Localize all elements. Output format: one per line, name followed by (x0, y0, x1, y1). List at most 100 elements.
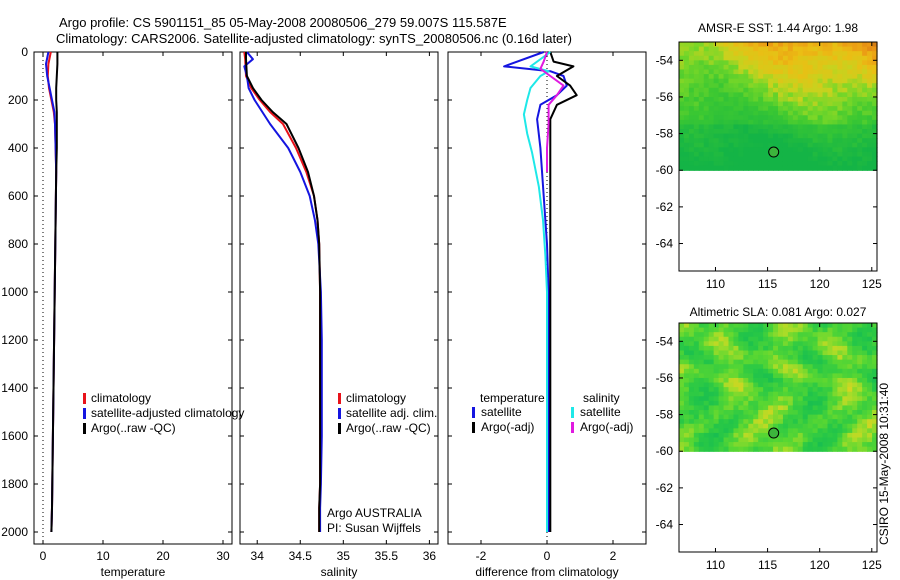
sst-map-cell (792, 55, 799, 61)
sst-map-cell (832, 101, 838, 107)
sst-map-cell (802, 78, 809, 84)
sst-map-cell (817, 142, 824, 148)
sst-map-cell (862, 46, 868, 52)
sst-map-cell (862, 69, 868, 75)
sst-map-cell (758, 161, 764, 167)
sst-map-cell (738, 106, 744, 112)
sla-map-cell (679, 359, 685, 365)
sla-map-cell (807, 437, 814, 443)
sst-map-cell (872, 46, 878, 52)
sst-map-cell (867, 78, 873, 84)
sst-map-cell (872, 129, 878, 135)
sst-map-cell (733, 115, 739, 121)
sla-map-cell (787, 400, 794, 407)
sst-map-cell (778, 46, 784, 52)
sst-map-cell (842, 60, 848, 66)
sst-map-cell (743, 78, 749, 84)
sst-map-cell (872, 60, 878, 66)
sla-map-cell (827, 414, 834, 420)
sst-map-cell (802, 92, 809, 98)
sst-map-cell (832, 151, 838, 158)
temperature-panel-ytick-label: 1600 (1, 429, 28, 443)
sla-map-cell (703, 400, 710, 407)
sst-map-cell (743, 119, 749, 126)
sla-map-cell (753, 391, 759, 397)
sst-map-cell (758, 147, 764, 153)
sla-map-cell (782, 368, 789, 374)
sla-map-cell (867, 442, 873, 448)
sla-map-cell (782, 377, 789, 384)
sst-map-cell (693, 51, 700, 57)
sst-map-cell (768, 51, 774, 57)
sla-map-cell (733, 341, 739, 347)
sla-map-cell (753, 387, 759, 393)
sst-map-cell (832, 46, 838, 52)
sst-map-cell (693, 55, 700, 61)
sla-map-cell (778, 428, 784, 434)
sla-map-cell (738, 432, 744, 439)
sla-map-cell (832, 368, 838, 374)
sla-map-cell (743, 382, 749, 388)
sla-map-cell (693, 345, 700, 352)
sla-map-cell (753, 323, 759, 329)
sst-map-cell (698, 156, 705, 162)
sla-map-cell (802, 432, 809, 439)
sst-map-cell (832, 133, 838, 139)
sst-map-cell (728, 74, 735, 80)
sst-map-cell (797, 55, 804, 61)
sst-map-cell (857, 138, 863, 144)
sst-map-cell (787, 55, 794, 61)
sla-map-cell (832, 391, 838, 397)
sla-map-cell (787, 437, 794, 443)
sla-map-cell (718, 391, 725, 397)
sst-map-cell (822, 133, 829, 139)
sla-map-cell (817, 410, 824, 416)
sla-map-cell (778, 437, 784, 443)
sst-map-cell (708, 74, 715, 80)
sla-map-cell (807, 419, 814, 425)
sst-map-cell (773, 110, 779, 116)
sla-map-cell (753, 396, 759, 402)
sla-map-cell (773, 345, 779, 352)
sla-map-cell (822, 400, 829, 407)
sst-map-cell (738, 51, 744, 57)
sla-map-cell (792, 432, 799, 439)
sst-map-cell (728, 115, 735, 121)
sst-map-cell (862, 101, 868, 107)
sla-map-cell (862, 414, 868, 420)
sst-map-cell (713, 161, 720, 167)
sla-map-cell (797, 355, 804, 361)
sst-map-cell (782, 92, 789, 98)
sst-map-cell (693, 161, 700, 167)
sla-map-cell (768, 332, 774, 338)
sst-map-cell (862, 119, 868, 126)
sst-map-cell (679, 101, 685, 107)
sla-map-cell (713, 327, 720, 333)
sla-map-cell (852, 405, 858, 411)
sst-map-cell (773, 165, 779, 171)
sst-map-cell (842, 142, 848, 148)
sla-map-cell (787, 405, 794, 411)
sla-map-cell (837, 391, 843, 397)
sst-map-cell (817, 133, 824, 139)
sst-map-cell (728, 60, 735, 66)
sst-map-cell (802, 106, 809, 112)
sla-map-cell (782, 341, 789, 347)
sst-map-cell (703, 124, 710, 130)
sla-map-cell (753, 345, 759, 352)
sla-map-cell (867, 368, 873, 374)
sst-map-cell (867, 92, 873, 98)
sla-map-cell (807, 341, 814, 347)
sla-map-cell (718, 428, 725, 434)
sla-map-cell (862, 332, 868, 338)
sla-map-cell (807, 405, 814, 411)
sst-map-cell (698, 60, 705, 66)
sst-map-cell (857, 151, 863, 158)
sla-map-cell (847, 377, 853, 384)
sst-map-cell (768, 69, 774, 75)
sla-map-cell (802, 400, 809, 407)
sst-map-cell (688, 46, 695, 52)
sla-map-cell (733, 428, 739, 434)
sst-map-cell (683, 147, 690, 153)
sst-map-cell (817, 115, 824, 121)
